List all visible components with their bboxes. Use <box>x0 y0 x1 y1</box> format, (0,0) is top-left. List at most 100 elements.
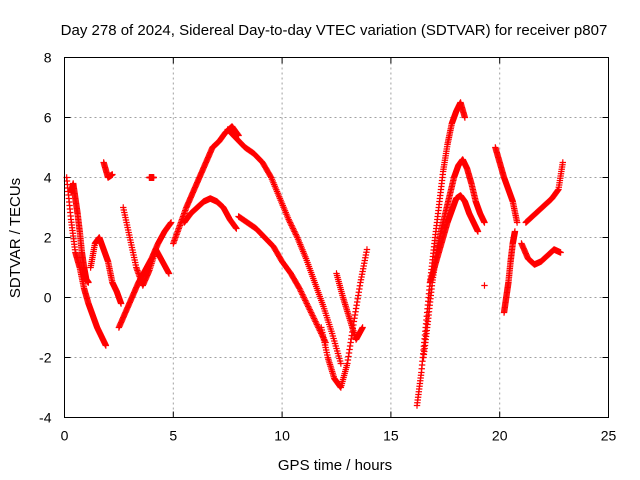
series-track-a <box>63 174 110 349</box>
data-point <box>301 295 308 303</box>
data-point <box>109 171 116 178</box>
data-point <box>292 231 300 238</box>
data-point <box>337 360 345 367</box>
data-point <box>150 174 157 181</box>
data-point <box>85 279 92 286</box>
data-point <box>165 270 173 277</box>
data-point <box>290 226 297 234</box>
data-point <box>299 292 307 300</box>
x-tick-label: 5 <box>169 428 177 444</box>
data-point <box>302 298 310 306</box>
data-point <box>481 282 488 289</box>
y-axis-label: SDTVAR / TECUs <box>7 178 24 298</box>
data-point <box>305 303 312 310</box>
data-point <box>313 321 321 328</box>
data-point <box>167 219 175 226</box>
series-track-t <box>518 240 564 268</box>
series-track-k <box>235 213 329 346</box>
data-point <box>307 309 315 316</box>
series-track-r <box>492 144 521 226</box>
data-point <box>557 249 564 256</box>
data-point <box>305 304 313 312</box>
data-point <box>307 307 314 315</box>
data-point <box>293 232 300 240</box>
data-point <box>286 217 293 225</box>
data-point <box>363 246 371 253</box>
data-point <box>291 228 298 235</box>
series-track-n <box>413 99 469 409</box>
data-point <box>117 300 125 307</box>
data-point <box>288 222 295 229</box>
data-point <box>289 223 296 231</box>
data-point <box>511 228 519 235</box>
data-point <box>302 297 309 304</box>
series-track-i <box>180 195 240 232</box>
series-track-u <box>522 159 567 226</box>
data-point <box>314 322 321 330</box>
series-track-m <box>333 270 366 343</box>
x-tick-label: 25 <box>601 428 617 444</box>
chart-title: Day 278 of 2024, Sidereal Day-to-day VTE… <box>61 22 608 39</box>
data-point <box>309 312 316 319</box>
y-tick-label: 4 <box>44 170 52 186</box>
data-point <box>310 315 318 322</box>
y-tick-label: -2 <box>39 350 52 366</box>
data-point <box>299 291 306 298</box>
data-point <box>102 342 110 349</box>
data-point <box>311 316 318 324</box>
data-point <box>300 294 308 301</box>
series-track-f <box>120 204 173 289</box>
x-tick-labels: 0 5 10 15 20 25 <box>61 428 617 444</box>
data-point <box>481 219 488 226</box>
x-tick-label: 20 <box>492 428 508 444</box>
series-track-b <box>67 180 92 286</box>
data-point <box>291 229 299 237</box>
data-point <box>303 300 310 307</box>
series-track-q <box>481 282 488 289</box>
data-point <box>306 306 313 313</box>
data-point <box>296 285 303 292</box>
x-tick-label: 0 <box>61 428 69 444</box>
data-point <box>233 225 240 232</box>
data-point <box>461 114 469 121</box>
data-point <box>559 159 567 166</box>
y-tick-labels: -4 -2 0 2 4 6 8 <box>39 50 52 426</box>
series-track-d <box>100 159 116 181</box>
data-point <box>289 225 297 232</box>
y-tick-label: 2 <box>44 230 52 246</box>
data-point <box>285 216 292 223</box>
series-track-h <box>170 123 242 247</box>
x-axis-label: GPS time / hours <box>278 457 392 474</box>
data-point <box>297 286 304 294</box>
data-point <box>513 219 521 226</box>
data-point <box>286 219 294 226</box>
y-tick-label: 0 <box>44 290 52 306</box>
data-point <box>304 301 311 309</box>
y-tick-label: -4 <box>39 410 52 426</box>
plot-frame <box>64 57 609 418</box>
series-track-l <box>318 246 371 391</box>
data-point <box>308 310 316 318</box>
data-point <box>298 289 305 297</box>
x-tick-label: 10 <box>274 428 290 444</box>
data-point <box>359 324 366 331</box>
series-track-c <box>87 234 125 307</box>
data-point <box>295 284 302 291</box>
data-point <box>474 228 482 235</box>
data-marks <box>63 99 567 409</box>
data-point <box>312 318 319 325</box>
data-point <box>267 173 274 180</box>
series-track-s <box>500 228 519 316</box>
y-tick-label: 8 <box>44 50 52 66</box>
y-tick-label: 6 <box>44 110 52 126</box>
series-track-g <box>146 174 157 181</box>
series-track-p <box>426 192 482 286</box>
data-point <box>287 220 295 228</box>
data-point <box>310 313 317 321</box>
x-tick-label: 15 <box>383 428 399 444</box>
series-track-j <box>224 126 345 367</box>
grid <box>64 57 609 418</box>
series-track-o <box>420 156 488 361</box>
data-point <box>297 288 305 295</box>
